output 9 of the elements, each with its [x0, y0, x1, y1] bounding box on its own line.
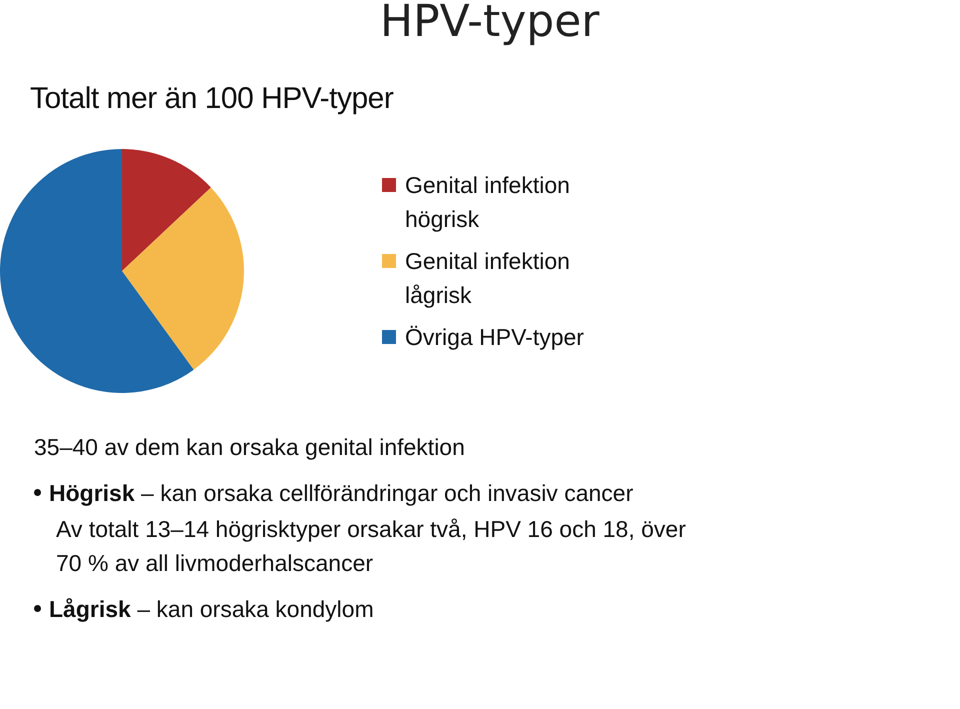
text: Högrisk – kan orsaka cellförändringar och invasiv cancer — [48, 479, 634, 508]
text: Lågrisk – kan orsaka kondylom — [48, 595, 375, 624]
legend-label: Genital infektion högrisk — [405, 171, 571, 234]
text: 35–40 av dem kan orsaka genital infektion — [34, 433, 466, 462]
chart-title: HPV-typer — [380, 0, 600, 47]
legend-label: Övriga HPV-typer — [405, 323, 584, 352]
text: Av totalt 13–14 högrisktyper orsakar två, HPV 16 och 18, över 70 % av all livmoderhalscancer — [55, 515, 687, 578]
legend-label: Genital infektion lågrisk — [405, 247, 571, 310]
chart-subtitle: Totalt mer än 100 HPV-typer — [30, 82, 394, 116]
